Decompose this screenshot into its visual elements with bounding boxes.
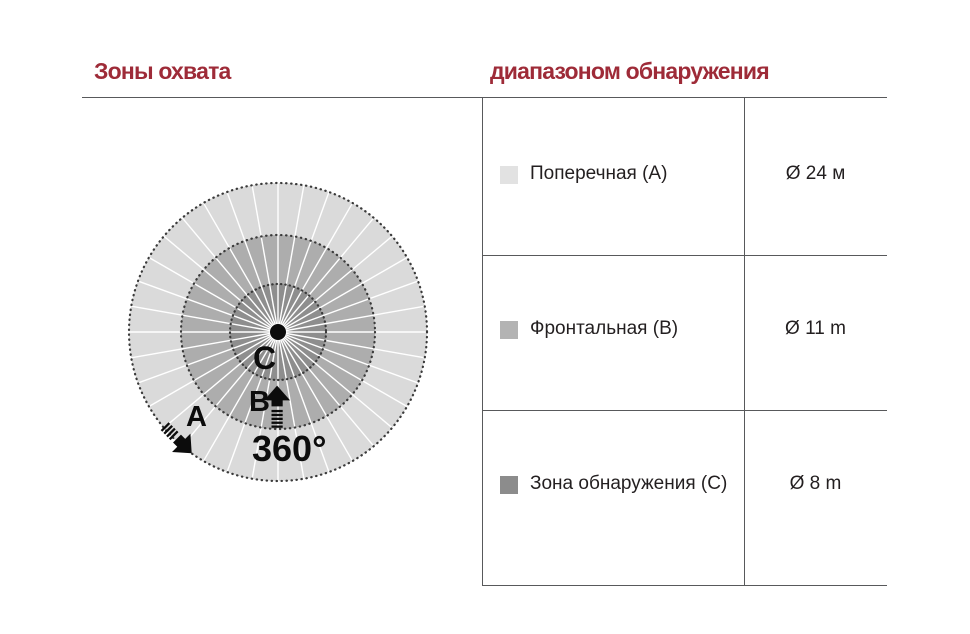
svg-text:C: C: [253, 340, 276, 376]
svg-text:A: A: [186, 401, 207, 433]
svg-text:360°: 360°: [252, 428, 326, 469]
svg-text:B: B: [249, 386, 270, 418]
